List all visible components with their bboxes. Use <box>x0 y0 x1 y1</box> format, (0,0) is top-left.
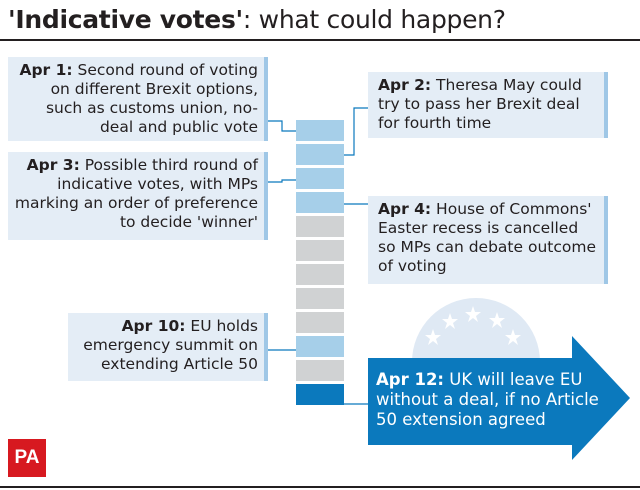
event-apr1: Apr 1: Second round of voting on differe… <box>8 57 268 141</box>
event-apr10: Apr 10: EU holds emergency summit on ext… <box>68 313 268 381</box>
connector-apr1 <box>268 120 296 132</box>
event-date: Apr 10: <box>121 317 186 335</box>
calendar-day <box>296 240 344 261</box>
event-date: Apr 3: <box>26 156 80 174</box>
event-text: Second round of voting on different Brex… <box>45 61 258 136</box>
calendar-day <box>296 144 344 165</box>
title-bold: 'Indicative votes' <box>8 5 243 34</box>
title-rest: : what could happen? <box>242 5 506 34</box>
bottom-rule <box>0 486 640 488</box>
event-text: EU holds emergency summit on extending A… <box>83 317 258 373</box>
connector-apr3 <box>268 179 296 183</box>
calendar-day <box>296 120 344 141</box>
eu-stars-icon <box>425 306 521 345</box>
event-text: Possible third round of indicative votes… <box>14 156 258 231</box>
calendar-day <box>296 192 344 213</box>
event-date: Apr 1: <box>19 61 73 79</box>
calendar-day <box>296 216 344 237</box>
calendar-day <box>296 312 344 333</box>
top-rule <box>0 39 640 41</box>
event-text: House of Commons' Easter recess is cance… <box>378 200 596 275</box>
pa-logo: PA <box>8 439 46 477</box>
calendar-day <box>296 360 344 381</box>
calendar-day <box>296 168 344 189</box>
connector-apr2 <box>344 107 368 156</box>
event-date: Apr 2: <box>378 76 432 94</box>
event-apr2: Apr 2: Theresa May could try to pass her… <box>368 72 608 138</box>
event-date: Apr 4: <box>378 200 432 218</box>
event-apr4: Apr 4: House of Commons' Easter recess i… <box>368 196 608 284</box>
event-apr12: Apr 12: UK will leave EU without a deal,… <box>376 370 616 430</box>
event-apr3: Apr 3: Possible third round of indicativ… <box>8 152 268 240</box>
arrow-shape <box>368 336 630 460</box>
event-date: Apr 12: <box>376 370 445 389</box>
event-text: UK will leave EU without a deal, if no A… <box>376 370 599 429</box>
calendar-column <box>296 120 344 408</box>
calendar-day <box>296 384 344 405</box>
calendar-day <box>296 288 344 309</box>
calendar-day <box>296 336 344 357</box>
page-title: 'Indicative votes': what could happen? <box>8 4 506 36</box>
calendar-day <box>296 264 344 285</box>
event-text: Theresa May could try to pass her Brexit… <box>378 76 582 132</box>
